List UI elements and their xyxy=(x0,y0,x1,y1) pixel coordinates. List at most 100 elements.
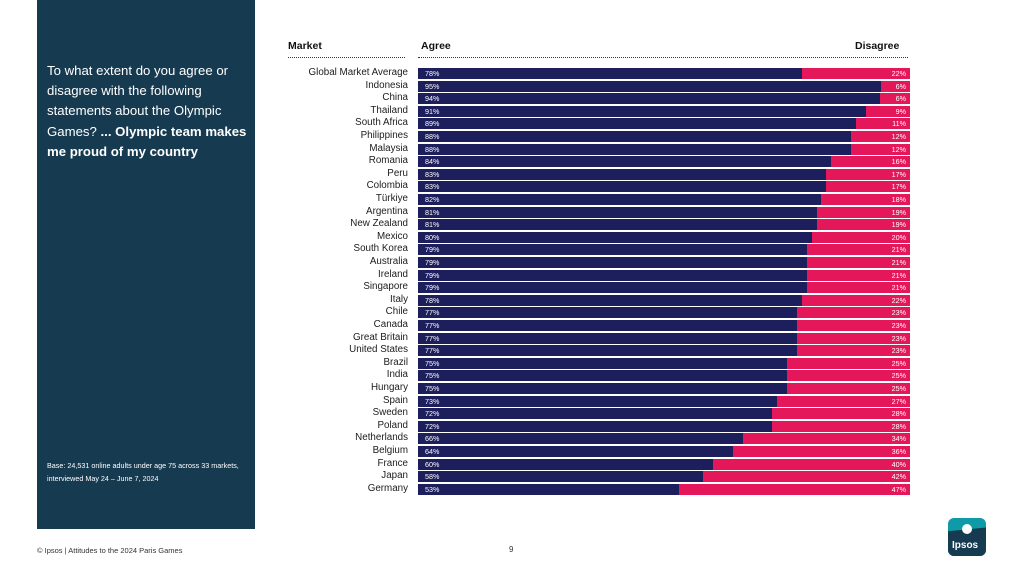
agree-value-label: 94% xyxy=(425,94,440,104)
disagree-bar xyxy=(797,332,910,344)
agree-value-label: 60% xyxy=(425,459,440,469)
agree-value-label: 53% xyxy=(425,484,440,494)
agree-bar xyxy=(418,206,817,218)
market-label: Hungary xyxy=(370,382,408,393)
table-row: Brazil 75% 25% xyxy=(0,356,1024,371)
market-label: South Africa xyxy=(355,117,408,129)
disagree-bar xyxy=(807,257,910,268)
table-row: Germany 53% 47% xyxy=(0,482,1024,497)
table-row: Japan 58% 42% xyxy=(0,470,1024,484)
agree-value-label: 64% xyxy=(425,447,440,456)
disagree-bar xyxy=(817,219,910,231)
agree-bar xyxy=(418,483,679,495)
disagree-value-label: 23% xyxy=(891,308,906,318)
base-note: Base: 24,531 online adults under age 75 … xyxy=(47,461,239,483)
market-label: Brazil xyxy=(383,356,409,368)
table-row: Argentina 81% 19% xyxy=(0,206,1024,220)
market-label: Germany xyxy=(367,482,408,494)
disagree-value-label: 9% xyxy=(895,106,906,116)
agree-value-label: 95% xyxy=(425,81,440,91)
agree-bar xyxy=(418,320,797,331)
agree-bar xyxy=(418,131,851,142)
disagree-bar xyxy=(851,143,910,155)
table-row: United States 77% 23% xyxy=(0,344,1024,358)
market-label: Italy xyxy=(390,293,408,305)
table-row: Poland 72% 28% xyxy=(0,420,1024,434)
disagree-bar xyxy=(797,320,910,331)
table-row: Philippines 88% 12% xyxy=(0,130,1024,144)
disagree-value-label: 23% xyxy=(891,333,906,343)
market-label: Colombia xyxy=(366,180,408,192)
market-label: Netherlands xyxy=(355,432,408,444)
agree-value-label: 83% xyxy=(425,182,440,192)
disagree-bar xyxy=(679,483,910,495)
market-label: New Zealand xyxy=(350,218,408,230)
agree-value-label: 81% xyxy=(425,220,440,230)
disagree-bar xyxy=(802,68,910,79)
table-row: Netherlands 66% 34% xyxy=(0,432,1024,446)
market-label: Spain xyxy=(382,394,408,406)
disagree-value-label: 25% xyxy=(891,358,906,368)
table-row: Colombia 83% 17% xyxy=(0,180,1024,194)
agree-value-label: 79% xyxy=(425,283,440,293)
disagree-bar xyxy=(807,244,910,256)
table-row: South Africa 89% 11% xyxy=(0,117,1024,131)
disagree-value-label: 23% xyxy=(891,346,906,356)
disagree-value-label: 20% xyxy=(891,232,906,242)
market-label: Canada xyxy=(373,319,408,330)
market-label: United States xyxy=(349,344,408,356)
agree-value-label: 91% xyxy=(425,106,440,116)
agree-bar xyxy=(418,446,733,457)
market-label: Belgium xyxy=(372,445,408,456)
disagree-bar xyxy=(772,408,910,420)
disagree-value-label: 21% xyxy=(891,270,906,280)
agree-bar xyxy=(418,433,743,445)
market-label: Great Britain xyxy=(353,331,408,343)
table-row: Canada 77% 23% xyxy=(0,319,1024,333)
disagree-bar xyxy=(856,118,910,130)
disagree-bar xyxy=(807,269,910,281)
table-row: India 75% 25% xyxy=(0,369,1024,383)
market-label: South Korea xyxy=(353,243,408,255)
agree-value-label: 83% xyxy=(425,169,440,179)
market-label: Singapore xyxy=(363,281,408,293)
disagree-bar xyxy=(851,131,910,142)
table-row: Romania 84% 16% xyxy=(0,155,1024,169)
disagree-bar xyxy=(821,194,910,205)
agree-value-label: 78% xyxy=(425,295,440,305)
disagree-bar xyxy=(807,282,910,294)
agree-bar xyxy=(418,181,826,193)
disagree-value-label: 18% xyxy=(891,195,906,204)
table-row: Australia 79% 21% xyxy=(0,256,1024,270)
agree-value-label: 73% xyxy=(425,396,440,406)
agree-bar xyxy=(418,269,807,281)
disagree-bar xyxy=(713,458,910,470)
disagree-bar xyxy=(772,420,910,432)
disagree-bar xyxy=(797,307,910,319)
disagree-bar xyxy=(703,471,910,483)
agree-value-label: 58% xyxy=(425,472,440,482)
agree-value-label: 72% xyxy=(425,421,440,431)
bars-header-underline xyxy=(418,57,908,58)
agree-bar xyxy=(418,420,772,432)
agree-value-label: 89% xyxy=(425,119,440,129)
disagree-bar xyxy=(777,395,910,407)
agree-bar xyxy=(418,68,802,79)
agree-bar xyxy=(418,105,866,117)
table-row: France 60% 40% xyxy=(0,458,1024,472)
market-label: Türkiye xyxy=(375,193,408,204)
agree-bar xyxy=(418,231,812,243)
disagree-bar xyxy=(743,433,910,445)
agree-header: Agree xyxy=(421,40,451,52)
agree-bar xyxy=(418,219,817,231)
agree-bar xyxy=(418,93,880,105)
disagree-value-label: 12% xyxy=(891,132,906,141)
disagree-value-label: 19% xyxy=(891,220,906,230)
agree-bar xyxy=(418,80,881,92)
disagree-value-label: 27% xyxy=(891,396,906,406)
agree-value-label: 78% xyxy=(425,69,440,78)
table-row: Global Market Average 78% 22% xyxy=(0,67,1024,81)
disagree-value-label: 11% xyxy=(892,119,906,129)
agree-bar xyxy=(418,357,787,369)
